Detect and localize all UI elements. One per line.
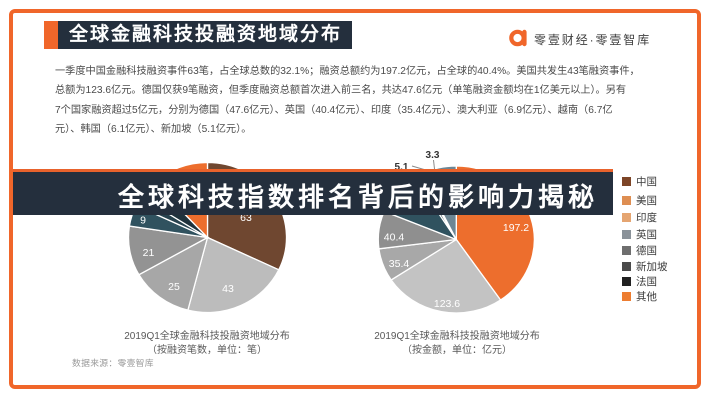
svg-text:123.6: 123.6 bbox=[434, 298, 460, 310]
svg-text:43: 43 bbox=[222, 283, 234, 295]
svg-text:25: 25 bbox=[168, 281, 180, 293]
svg-text:35.4: 35.4 bbox=[389, 258, 410, 270]
svg-text:63: 63 bbox=[240, 212, 252, 224]
svg-text:3.3: 3.3 bbox=[426, 150, 440, 161]
svg-text:197.2: 197.2 bbox=[503, 222, 529, 234]
svg-text:21: 21 bbox=[143, 247, 155, 259]
svg-text:9: 9 bbox=[140, 215, 146, 227]
svg-text:5.1: 5.1 bbox=[395, 162, 409, 173]
svg-text:40.4: 40.4 bbox=[384, 232, 405, 244]
